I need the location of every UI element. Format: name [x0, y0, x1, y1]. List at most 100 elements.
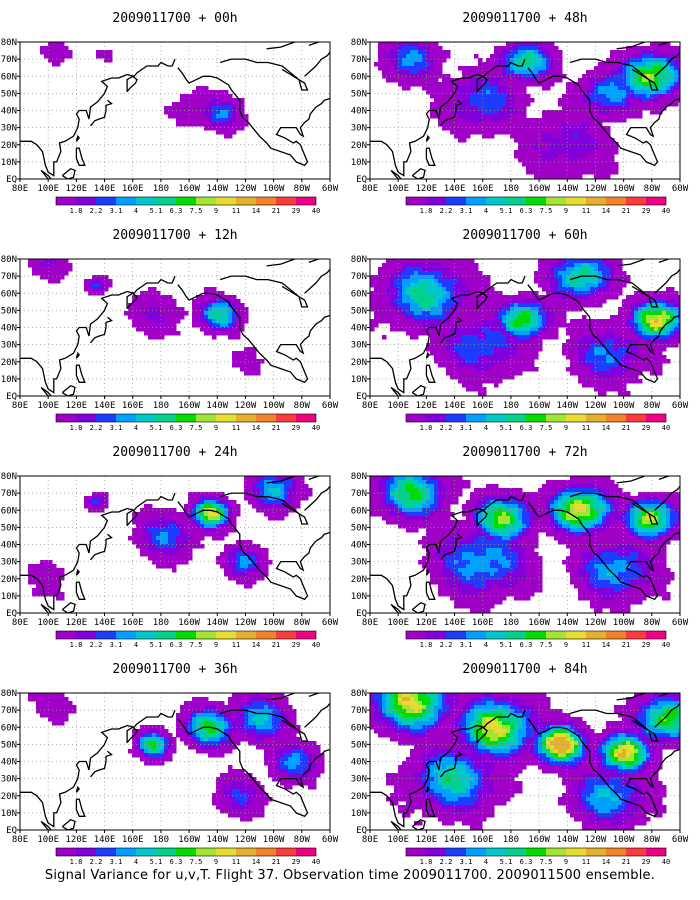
variance-cell — [44, 701, 49, 706]
variance-cell — [40, 697, 45, 702]
variance-cell — [232, 745, 237, 750]
variance-cell — [248, 540, 253, 545]
variance-cell — [450, 130, 455, 135]
variance-cell — [498, 50, 503, 55]
variance-cell — [232, 359, 237, 364]
variance-cell — [462, 267, 467, 272]
variance-cell — [498, 323, 503, 328]
variance-cell — [606, 86, 611, 91]
coastline — [308, 259, 321, 264]
variance-cell — [670, 102, 675, 107]
variance-cell — [498, 66, 503, 71]
variance-cell — [518, 335, 523, 340]
variance-cell — [300, 765, 305, 770]
variance-cell — [558, 142, 563, 147]
variance-cell — [494, 343, 499, 348]
coastline — [411, 167, 426, 179]
variance-cell — [100, 508, 105, 513]
variance-cell — [458, 90, 463, 95]
variance-cell — [530, 118, 535, 123]
variance-cell — [514, 46, 519, 51]
variance-cell — [582, 94, 587, 99]
colorbar-swatch — [136, 414, 156, 422]
variance-cell — [446, 122, 451, 127]
colorbar-label: 21 — [272, 858, 280, 866]
variance-cell — [458, 66, 463, 71]
variance-cell — [248, 717, 253, 722]
variance-cell — [534, 134, 539, 139]
variance-cell — [288, 781, 293, 786]
variance-cell — [458, 363, 463, 368]
variance-cell — [590, 94, 595, 99]
variance-cell — [430, 267, 435, 272]
variance-cell — [494, 110, 499, 115]
variance-cell — [84, 500, 89, 505]
variance-cell — [168, 536, 173, 541]
variance-cell — [474, 122, 479, 127]
variance-cell — [410, 54, 415, 59]
variance-cell — [434, 267, 439, 272]
variance-cell — [678, 58, 680, 63]
variance-cell — [394, 54, 399, 59]
variance-cell — [188, 524, 193, 529]
variance-cell — [224, 741, 229, 746]
variance-cell — [272, 769, 277, 774]
variance-cell — [614, 98, 619, 103]
variance-cell — [180, 520, 185, 525]
variance-cell — [308, 753, 313, 758]
variance-cell — [236, 548, 241, 553]
variance-cell — [268, 508, 273, 513]
variance-cell — [542, 74, 547, 79]
variance-cell — [224, 98, 229, 103]
variance-cell — [240, 118, 245, 123]
variance-cell — [466, 114, 471, 119]
variance-cell — [522, 74, 527, 79]
variance-cell — [506, 126, 511, 131]
variance-cell — [482, 347, 487, 352]
variance-cell — [140, 733, 145, 738]
variance-cell — [44, 576, 49, 581]
x-tick-label: 100E — [37, 401, 59, 411]
variance-cell — [296, 749, 301, 754]
variance-cell — [264, 500, 269, 505]
variance-cell — [240, 769, 245, 774]
variance-cell — [160, 544, 165, 549]
variance-cell — [136, 536, 141, 541]
variance-cell — [244, 307, 249, 312]
variance-cell — [308, 749, 313, 754]
variance-cell — [494, 383, 499, 388]
variance-cell — [442, 355, 447, 360]
variance-cell — [244, 580, 249, 585]
variance-cell — [486, 122, 491, 127]
variance-cell — [498, 351, 503, 356]
variance-cell — [176, 311, 181, 316]
variance-cell — [184, 122, 189, 127]
variance-cell — [208, 299, 213, 304]
variance-cell — [268, 749, 273, 754]
variance-cell — [450, 106, 455, 111]
variance-cell — [152, 307, 157, 312]
x-tick-label: 140E — [444, 184, 466, 194]
variance-cell — [510, 343, 515, 348]
variance-cell — [482, 379, 487, 384]
variance-cell — [224, 745, 229, 750]
variance-cell — [518, 98, 523, 103]
variance-cell — [502, 295, 507, 300]
variance-cell — [474, 371, 479, 376]
variance-cell — [212, 335, 217, 340]
variance-cell — [530, 74, 535, 79]
variance-cell — [606, 94, 611, 99]
variance-cell — [450, 319, 455, 324]
variance-cell — [84, 287, 89, 292]
variance-cell — [418, 66, 423, 71]
variance-cell — [244, 351, 249, 356]
variance-cell — [160, 327, 165, 332]
variance-cell — [458, 335, 463, 340]
variance-cell — [570, 98, 575, 103]
variance-cell — [272, 729, 277, 734]
variance-cell — [466, 94, 471, 99]
variance-cell — [454, 126, 459, 131]
variance-cell — [578, 102, 583, 107]
variance-cell — [562, 130, 567, 135]
variance-cell — [614, 166, 619, 171]
